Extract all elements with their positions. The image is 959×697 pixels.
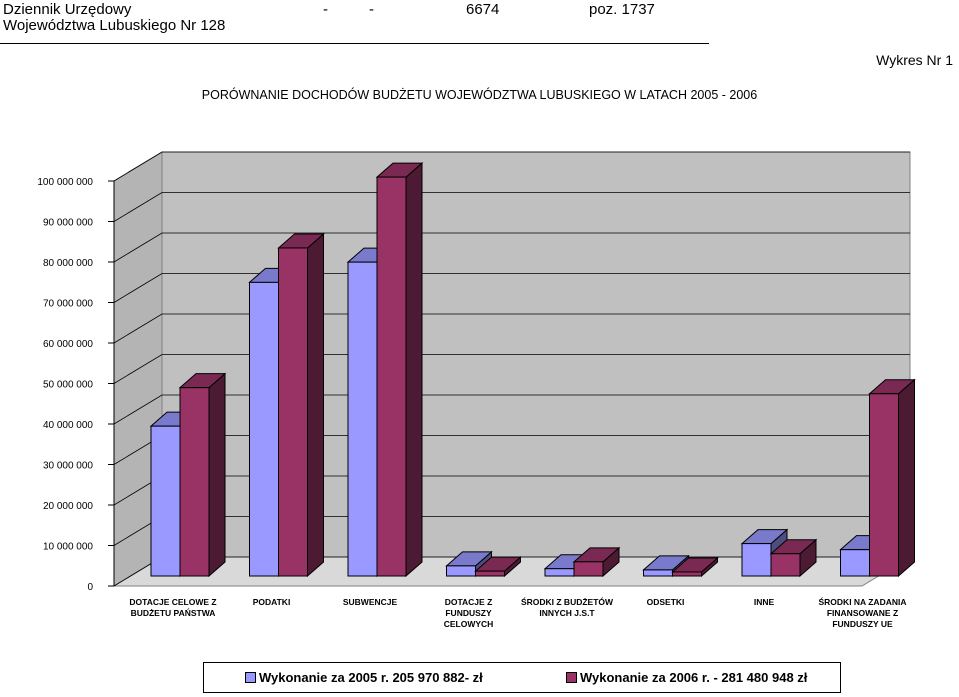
category-label: CELOWYCH bbox=[444, 619, 494, 629]
category-label: INNYCH J.S.T bbox=[539, 608, 595, 618]
bar bbox=[544, 568, 575, 577]
y-tick-label: 90 000 000 bbox=[43, 218, 93, 229]
legend-label-2006: Wykonanie za 2006 r. - 281 480 948 zł bbox=[580, 670, 808, 685]
category-label: ODSETKI bbox=[647, 597, 685, 607]
category-label: PODATKI bbox=[253, 597, 291, 607]
chart-number: Wykres Nr 1 bbox=[876, 52, 953, 68]
bar-side bbox=[898, 378, 915, 578]
bar bbox=[840, 549, 870, 577]
gridline bbox=[113, 273, 910, 303]
bar bbox=[869, 393, 899, 577]
gridline bbox=[113, 394, 910, 425]
y-tick-label: 60 000 000 bbox=[43, 339, 93, 350]
position-number: poz. 1737 bbox=[589, 1, 655, 18]
chart-legend: Wykonanie za 2005 r. 205 970 882- zł Wyk… bbox=[203, 662, 841, 693]
y-tick-label: 70 000 000 bbox=[43, 299, 93, 310]
category-label: INNE bbox=[754, 597, 775, 607]
bar bbox=[347, 261, 378, 577]
y-tick-label: 20 000 000 bbox=[43, 501, 93, 512]
legend-item-2006: Wykonanie za 2006 r. - 281 480 948 zł bbox=[566, 670, 807, 685]
bar bbox=[376, 176, 407, 577]
bar-chart-3d: 0 10 000 000 20 000 000 30 000 000 40 000 00… bbox=[37, 151, 916, 629]
bar-side bbox=[307, 232, 324, 578]
y-tick-label: 10 000 000 bbox=[43, 542, 93, 553]
page-number: 6674 bbox=[466, 1, 500, 18]
gridline bbox=[113, 232, 910, 263]
legend-label-2005: Wykonanie za 2005 r. 205 970 882- zł bbox=[259, 670, 483, 685]
category-label: FUNDUSZY UE bbox=[832, 619, 893, 629]
journal-name: Dziennik Urzędowy bbox=[3, 1, 132, 18]
gridline bbox=[113, 192, 910, 222]
bar bbox=[573, 561, 604, 577]
bar bbox=[672, 571, 702, 577]
gridline bbox=[113, 151, 910, 182]
bar bbox=[770, 553, 801, 577]
gridline bbox=[113, 354, 910, 384]
chart-title: PORÓWNANIE DOCHODÓW BUDŻETU WOJEWÓDZTWA … bbox=[201, 88, 758, 102]
bar bbox=[179, 387, 210, 577]
bar bbox=[150, 425, 181, 577]
legend-item-2005: Wykonanie za 2005 r. 205 970 882- zł bbox=[245, 670, 483, 685]
header-rule bbox=[0, 43, 709, 44]
bar-side bbox=[208, 372, 226, 578]
category-label: ŚRODKI Z BUDŻETÓW bbox=[521, 596, 614, 607]
y-tick-label: 0 bbox=[87, 582, 93, 593]
bar bbox=[741, 543, 772, 577]
category-label: FUNDUSZY bbox=[445, 608, 492, 618]
category-label: BUDŻETU PAŃSTWA bbox=[131, 608, 216, 618]
category-label: SUBWENCJE bbox=[343, 597, 398, 607]
category-label: FINANSOWANE Z bbox=[827, 608, 898, 618]
y-tick-label: 40 000 000 bbox=[43, 420, 93, 431]
category-label: DOTACJE Z bbox=[445, 597, 493, 607]
legend-swatch-2005 bbox=[245, 672, 256, 684]
bar bbox=[249, 281, 279, 577]
bar bbox=[446, 565, 476, 577]
category-label: DOTACJE CELOWE Z bbox=[129, 597, 216, 607]
y-tick-label: 80 000 000 bbox=[43, 258, 93, 269]
legend-swatch-2006 bbox=[566, 672, 577, 684]
header-dash: - bbox=[323, 1, 328, 18]
y-tick-label: 100 000 000 bbox=[37, 177, 93, 188]
bar bbox=[475, 570, 505, 577]
bar bbox=[278, 247, 308, 577]
journal-issue: Województwa Lubuskiego Nr 128 bbox=[3, 17, 226, 34]
category-label: ŚRODKI NA ZADANIA bbox=[819, 596, 907, 607]
bar-side bbox=[405, 161, 423, 578]
gridline bbox=[113, 313, 910, 344]
y-tick-label: 50 000 000 bbox=[43, 380, 93, 391]
y-tick-label: 30 000 000 bbox=[43, 461, 93, 472]
bar bbox=[643, 569, 673, 577]
header-dash: - bbox=[369, 1, 374, 18]
